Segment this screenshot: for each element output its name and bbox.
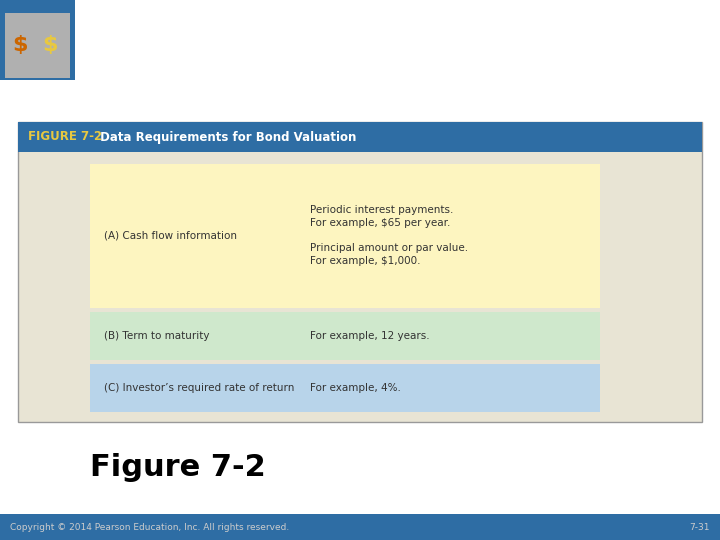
Text: (C) Investor’s required rate of return: (C) Investor’s required rate of return xyxy=(104,383,294,393)
Bar xyxy=(18,122,702,152)
Text: For example, $65 per year.: For example, $65 per year. xyxy=(310,218,451,228)
Text: For example, 12 years.: For example, 12 years. xyxy=(310,331,430,341)
Text: Figure 7-2: Figure 7-2 xyxy=(90,453,266,482)
Text: (A) Cash flow information: (A) Cash flow information xyxy=(104,231,237,241)
Text: For example, 4%.: For example, 4%. xyxy=(310,383,401,393)
Bar xyxy=(5,13,70,78)
Bar xyxy=(90,164,600,308)
Bar xyxy=(0,0,75,80)
Text: Principal amount or par value.: Principal amount or par value. xyxy=(310,242,468,253)
Bar xyxy=(0,514,720,540)
Text: Data Requirements for Bond Valuation: Data Requirements for Bond Valuation xyxy=(96,131,356,144)
Bar xyxy=(90,312,600,360)
Text: $: $ xyxy=(12,35,28,55)
Bar xyxy=(90,364,600,412)
Text: 7-31: 7-31 xyxy=(690,523,710,531)
Text: For example, $1,000.: For example, $1,000. xyxy=(310,256,420,266)
Text: $: $ xyxy=(42,35,58,55)
Text: Copyright © 2014 Pearson Education, Inc. All rights reserved.: Copyright © 2014 Pearson Education, Inc.… xyxy=(10,523,289,531)
Text: FIGURE 7-2: FIGURE 7-2 xyxy=(28,131,102,144)
Text: Periodic interest payments.: Periodic interest payments. xyxy=(310,205,454,215)
Text: (B) Term to maturity: (B) Term to maturity xyxy=(104,331,210,341)
Bar xyxy=(18,122,702,422)
